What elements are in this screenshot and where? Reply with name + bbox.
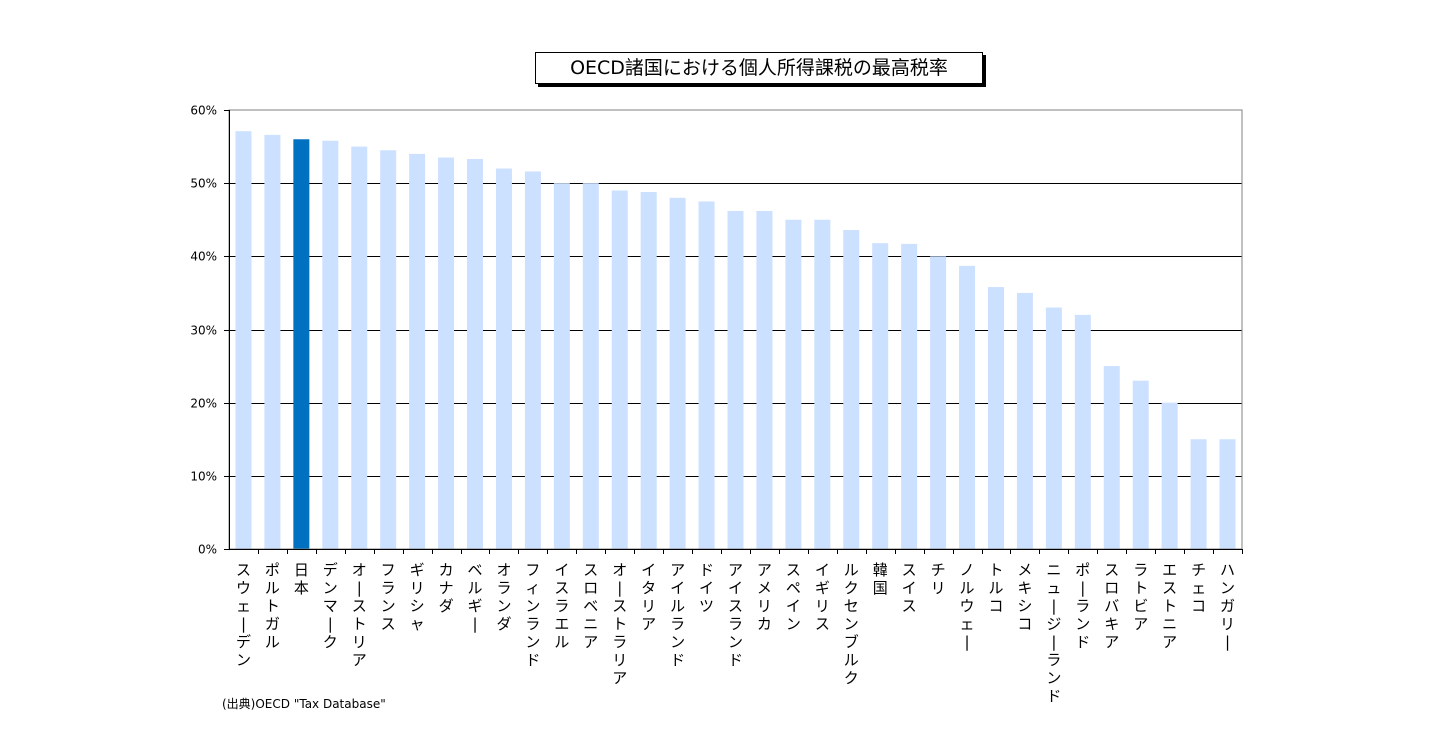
x-tick-label: メキシコ [1017, 561, 1032, 633]
x-tick-label: スウェ|デン [236, 561, 251, 669]
x-tick-label: チェコ [1191, 561, 1206, 615]
bar [1219, 439, 1236, 549]
x-tick-label: ノルウェ| [960, 561, 975, 651]
x-tick-label: 韓国 [873, 561, 888, 597]
y-tick-label: 0% [198, 543, 217, 557]
x-tick-label: オランダ [496, 561, 511, 633]
bar [1074, 314, 1091, 549]
bar [524, 171, 541, 549]
bar [467, 159, 484, 549]
bar [553, 183, 570, 549]
x-tick-label: ニュ|ジ|ランド [1046, 561, 1061, 705]
x-tick-label: エストニア [1162, 561, 1177, 651]
bar [785, 219, 802, 549]
bar [235, 131, 252, 550]
bar [901, 243, 918, 549]
bar [351, 146, 368, 550]
bar [322, 140, 339, 550]
x-tick-label: スイス [902, 561, 917, 615]
x-tick-label: フランス [381, 561, 396, 633]
x-tick-label: ギリシャ [410, 561, 425, 633]
bar [1132, 380, 1149, 549]
x-tick-label: カナダ [439, 561, 454, 615]
y-tick-label: 10% [190, 470, 217, 484]
bar [640, 191, 657, 550]
x-tick-label: トルコ [988, 561, 1003, 615]
y-tick-label: 20% [190, 397, 217, 411]
y-tick-label: 60% [190, 104, 217, 118]
bar [495, 168, 512, 550]
x-tick-label: ポルトガル [265, 561, 280, 651]
bar [843, 229, 860, 549]
y-tick-label: 40% [190, 250, 217, 264]
x-tick-label: イギリス [815, 561, 830, 633]
x-tick-label: スロベニア [583, 561, 598, 651]
x-tick-label: ラトビア [1133, 561, 1148, 633]
bars [235, 131, 1236, 550]
bar [582, 183, 599, 549]
x-tick-label: イタリア [641, 561, 656, 633]
x-tick-label: スペイン [786, 561, 801, 633]
bar [930, 256, 947, 549]
x-tick-label: アメリカ [757, 561, 772, 633]
bar [409, 153, 426, 549]
bar [756, 210, 773, 549]
x-tick-label: 日本 [294, 561, 309, 597]
bar [1045, 307, 1062, 549]
bar [293, 139, 310, 549]
bar [1016, 292, 1033, 549]
axes [224, 109, 1243, 554]
x-tick-label: アイルランド [670, 561, 685, 669]
x-tick-label: ドイツ [699, 561, 714, 615]
source-note: (出典)OECD "Tax Database" [222, 697, 386, 711]
bar [438, 157, 455, 549]
x-tick-label: オ|ストリア [352, 561, 367, 669]
x-tick-label: ベルギ| [468, 561, 483, 633]
bar [669, 197, 686, 550]
bar [814, 219, 831, 549]
bar [1103, 366, 1120, 549]
x-tick-label: ハンガリ| [1220, 561, 1235, 651]
chart-title: OECD諸国における個人所得課税の最高税率 [535, 52, 983, 84]
bar [264, 134, 281, 550]
y-tick-label: 30% [190, 324, 217, 338]
bar [698, 201, 715, 550]
x-tick-label: スロバキア [1104, 561, 1119, 651]
x-tick-label: フィンランド [525, 561, 540, 669]
x-tick-label: デンマ|ク [323, 561, 338, 651]
x-tick-label: ルクセンブルク [844, 561, 859, 687]
bar [959, 265, 976, 549]
x-tick-label: オ|ストラリア [612, 561, 627, 687]
x-tick-label: アイスランド [728, 561, 743, 669]
bar [1161, 402, 1178, 549]
bar [872, 243, 889, 549]
bar [611, 190, 628, 549]
bar [987, 287, 1004, 549]
x-tick-label: チリ [931, 561, 946, 597]
y-tick-labels: 0% 10% 20% 30% 40% 50% 60% [190, 104, 217, 557]
bar [380, 150, 397, 549]
bar [727, 210, 744, 549]
bar [1190, 439, 1207, 549]
x-tick-label: ポ|ランド [1075, 561, 1090, 651]
y-tick-label: 50% [190, 177, 217, 191]
x-tick-label: イスラエル [554, 561, 569, 651]
